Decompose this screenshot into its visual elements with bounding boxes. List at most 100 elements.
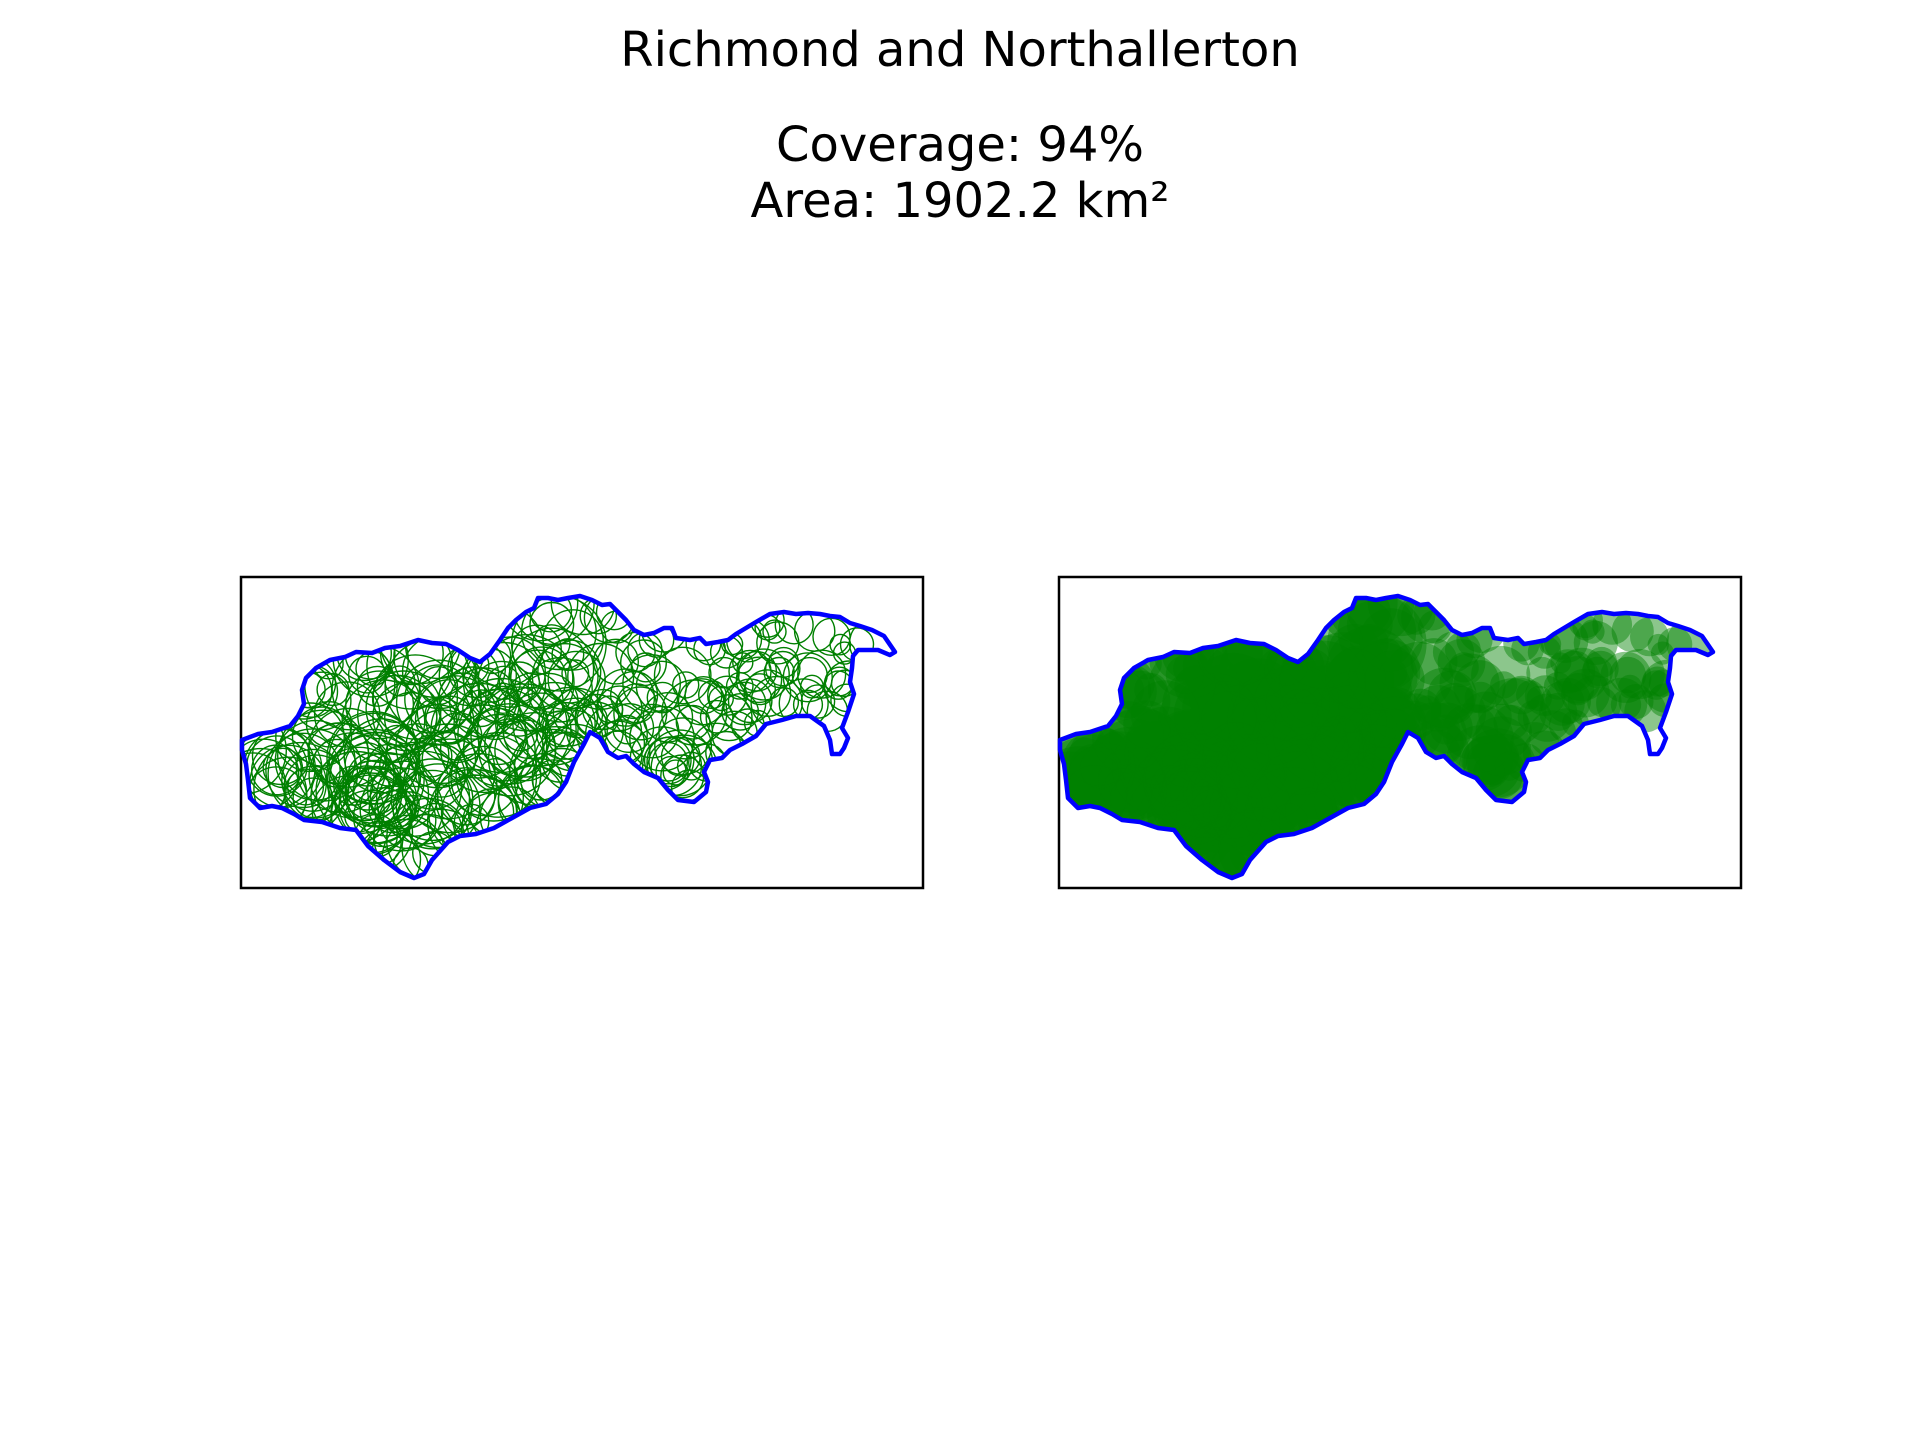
- coverage-circle: [437, 666, 511, 740]
- coverage-circle-filled: [1555, 647, 1609, 702]
- coverage-circle-filled: [1611, 610, 1654, 653]
- coverage-circle: [455, 731, 542, 818]
- coverage-circle: [305, 701, 353, 748]
- coverage-circle: [800, 684, 836, 719]
- panel-frame: [239, 575, 925, 890]
- coverage-circle-filled: [1526, 656, 1558, 689]
- coverage-circle-filled: [1176, 817, 1271, 878]
- coverage-circle-filled: [1317, 596, 1398, 643]
- coverage-circle-filled: [1170, 767, 1219, 816]
- coverage-circle-filled: [1150, 765, 1192, 807]
- coverage-circle: [542, 609, 604, 671]
- coverage-circle-filled: [1618, 674, 1642, 699]
- coverage-circle-filled: [1160, 717, 1239, 795]
- coverage-circle: [655, 755, 687, 788]
- coverage-circle-filled: [1124, 706, 1208, 790]
- coverage-circle: [661, 679, 728, 746]
- coverage-circle-filled: [1233, 678, 1300, 745]
- coverage-circle-filled: [1327, 596, 1415, 647]
- coverage-circle-filled: [1091, 718, 1175, 803]
- coverage-circle: [743, 673, 776, 706]
- coverage-circle-filled: [1155, 766, 1212, 822]
- coverage-circle-filled: [1063, 734, 1127, 798]
- coverage-circle-filled: [1265, 666, 1340, 740]
- coverage-circle-filled: [1586, 646, 1618, 678]
- coverage-circle: [292, 777, 334, 819]
- coverage-circle-filled: [1316, 661, 1359, 703]
- coverage-circle-filled: [1471, 645, 1531, 706]
- coverage-circle-filled: [1344, 656, 1412, 724]
- coverage-circle-filled: [1082, 731, 1160, 810]
- coverage-circle-filled: [1325, 626, 1414, 715]
- coverage-circle-filled: [1414, 685, 1461, 732]
- coverage-circle-filled: [1254, 766, 1315, 827]
- coverage-circle-filled: [1251, 751, 1344, 844]
- coverage-circle-filled: [1195, 790, 1256, 850]
- coverage-circle-filled: [1359, 710, 1397, 748]
- area-label: Area: 1902.2 km²: [750, 173, 1170, 229]
- coverage-circle-filled: [1493, 704, 1529, 740]
- coverage-circle-filled: [1460, 691, 1512, 744]
- coverage-circle-filled: [1392, 693, 1438, 739]
- coverage-circle-filled: [1227, 734, 1271, 778]
- coverage-circle: [782, 652, 833, 703]
- coverage-circle-filled: [1311, 718, 1375, 783]
- coverage-circle-filled: [1448, 652, 1479, 683]
- coverage-circle-filled: [1346, 601, 1393, 648]
- coverage-circle-filled: [1369, 638, 1403, 672]
- coverage-circle-filled: [1630, 617, 1669, 657]
- coverage-circle-filled: [1337, 596, 1417, 672]
- coverage-circle: [728, 649, 772, 694]
- coverage-circle-filled: [1304, 710, 1402, 808]
- coverage-circle: [462, 641, 547, 726]
- coverage-circle-filled: [1554, 650, 1596, 692]
- coverage-circle: [356, 827, 422, 878]
- coverage-circle-filled: [1221, 663, 1293, 735]
- coverage-circle-filled: [1305, 682, 1337, 715]
- coverage-circle-filled: [1466, 741, 1507, 782]
- coverage-circle-filled: [1516, 680, 1545, 710]
- coverage-circle-filled: [1321, 671, 1383, 733]
- coverage-circle-filled: [1145, 730, 1245, 830]
- coverage-circle-filled: [1236, 665, 1277, 706]
- coverage-circle-filled: [1143, 732, 1240, 829]
- coverage-circle-filled: [1319, 691, 1396, 768]
- coverage-circle-filled: [1209, 768, 1292, 851]
- coverage-circle-filled: [1348, 642, 1418, 711]
- coverage-circle-filled: [1523, 693, 1572, 742]
- coverage-circle-filled: [1553, 656, 1601, 704]
- coverage-circle-filled: [1587, 687, 1618, 718]
- coverage-circle-filled: [1328, 624, 1381, 676]
- coverage-circle: [379, 621, 444, 686]
- coverage-circle-filled: [1191, 789, 1232, 830]
- coverage-circle-filled: [1414, 667, 1474, 728]
- coverage-circle-filled: [1195, 724, 1235, 764]
- coverage-circle-filled: [1219, 736, 1318, 836]
- coverage-circle: [839, 627, 875, 662]
- coverage-circle-filled: [1232, 697, 1276, 741]
- coverage-circle-filled: [1132, 745, 1223, 836]
- coverage-circle-filled: [1134, 672, 1168, 707]
- coverage-circle: [612, 714, 643, 745]
- coverage-circle-filled: [1231, 743, 1287, 799]
- coverage-circle-filled: [1430, 714, 1461, 745]
- coverage-circle-filled: [1524, 675, 1566, 717]
- coverage-circle: [439, 704, 529, 794]
- coverage-circle-filled: [1379, 659, 1408, 688]
- coverage-circle: [385, 723, 450, 788]
- coverage-circle: [531, 643, 599, 711]
- coverage-circle-filled: [1581, 656, 1613, 689]
- coverage-circle-filled: [1618, 684, 1654, 719]
- coverage-circle: [547, 650, 606, 710]
- panel-filled-circles: [1057, 575, 1743, 890]
- coverage-circle-filled: [1161, 750, 1249, 838]
- region-boundary: [239, 593, 898, 881]
- coverage-circle-filled: [1647, 633, 1670, 656]
- coverage-circle-filled: [1242, 695, 1293, 746]
- coverage-circle: [743, 669, 792, 717]
- coverage-circle: [648, 741, 689, 782]
- coverage-circle-filled: [1582, 650, 1619, 687]
- coverage-circle: [593, 638, 640, 685]
- coverage-circle: [561, 659, 590, 688]
- coverage-circle-filled: [1609, 656, 1647, 694]
